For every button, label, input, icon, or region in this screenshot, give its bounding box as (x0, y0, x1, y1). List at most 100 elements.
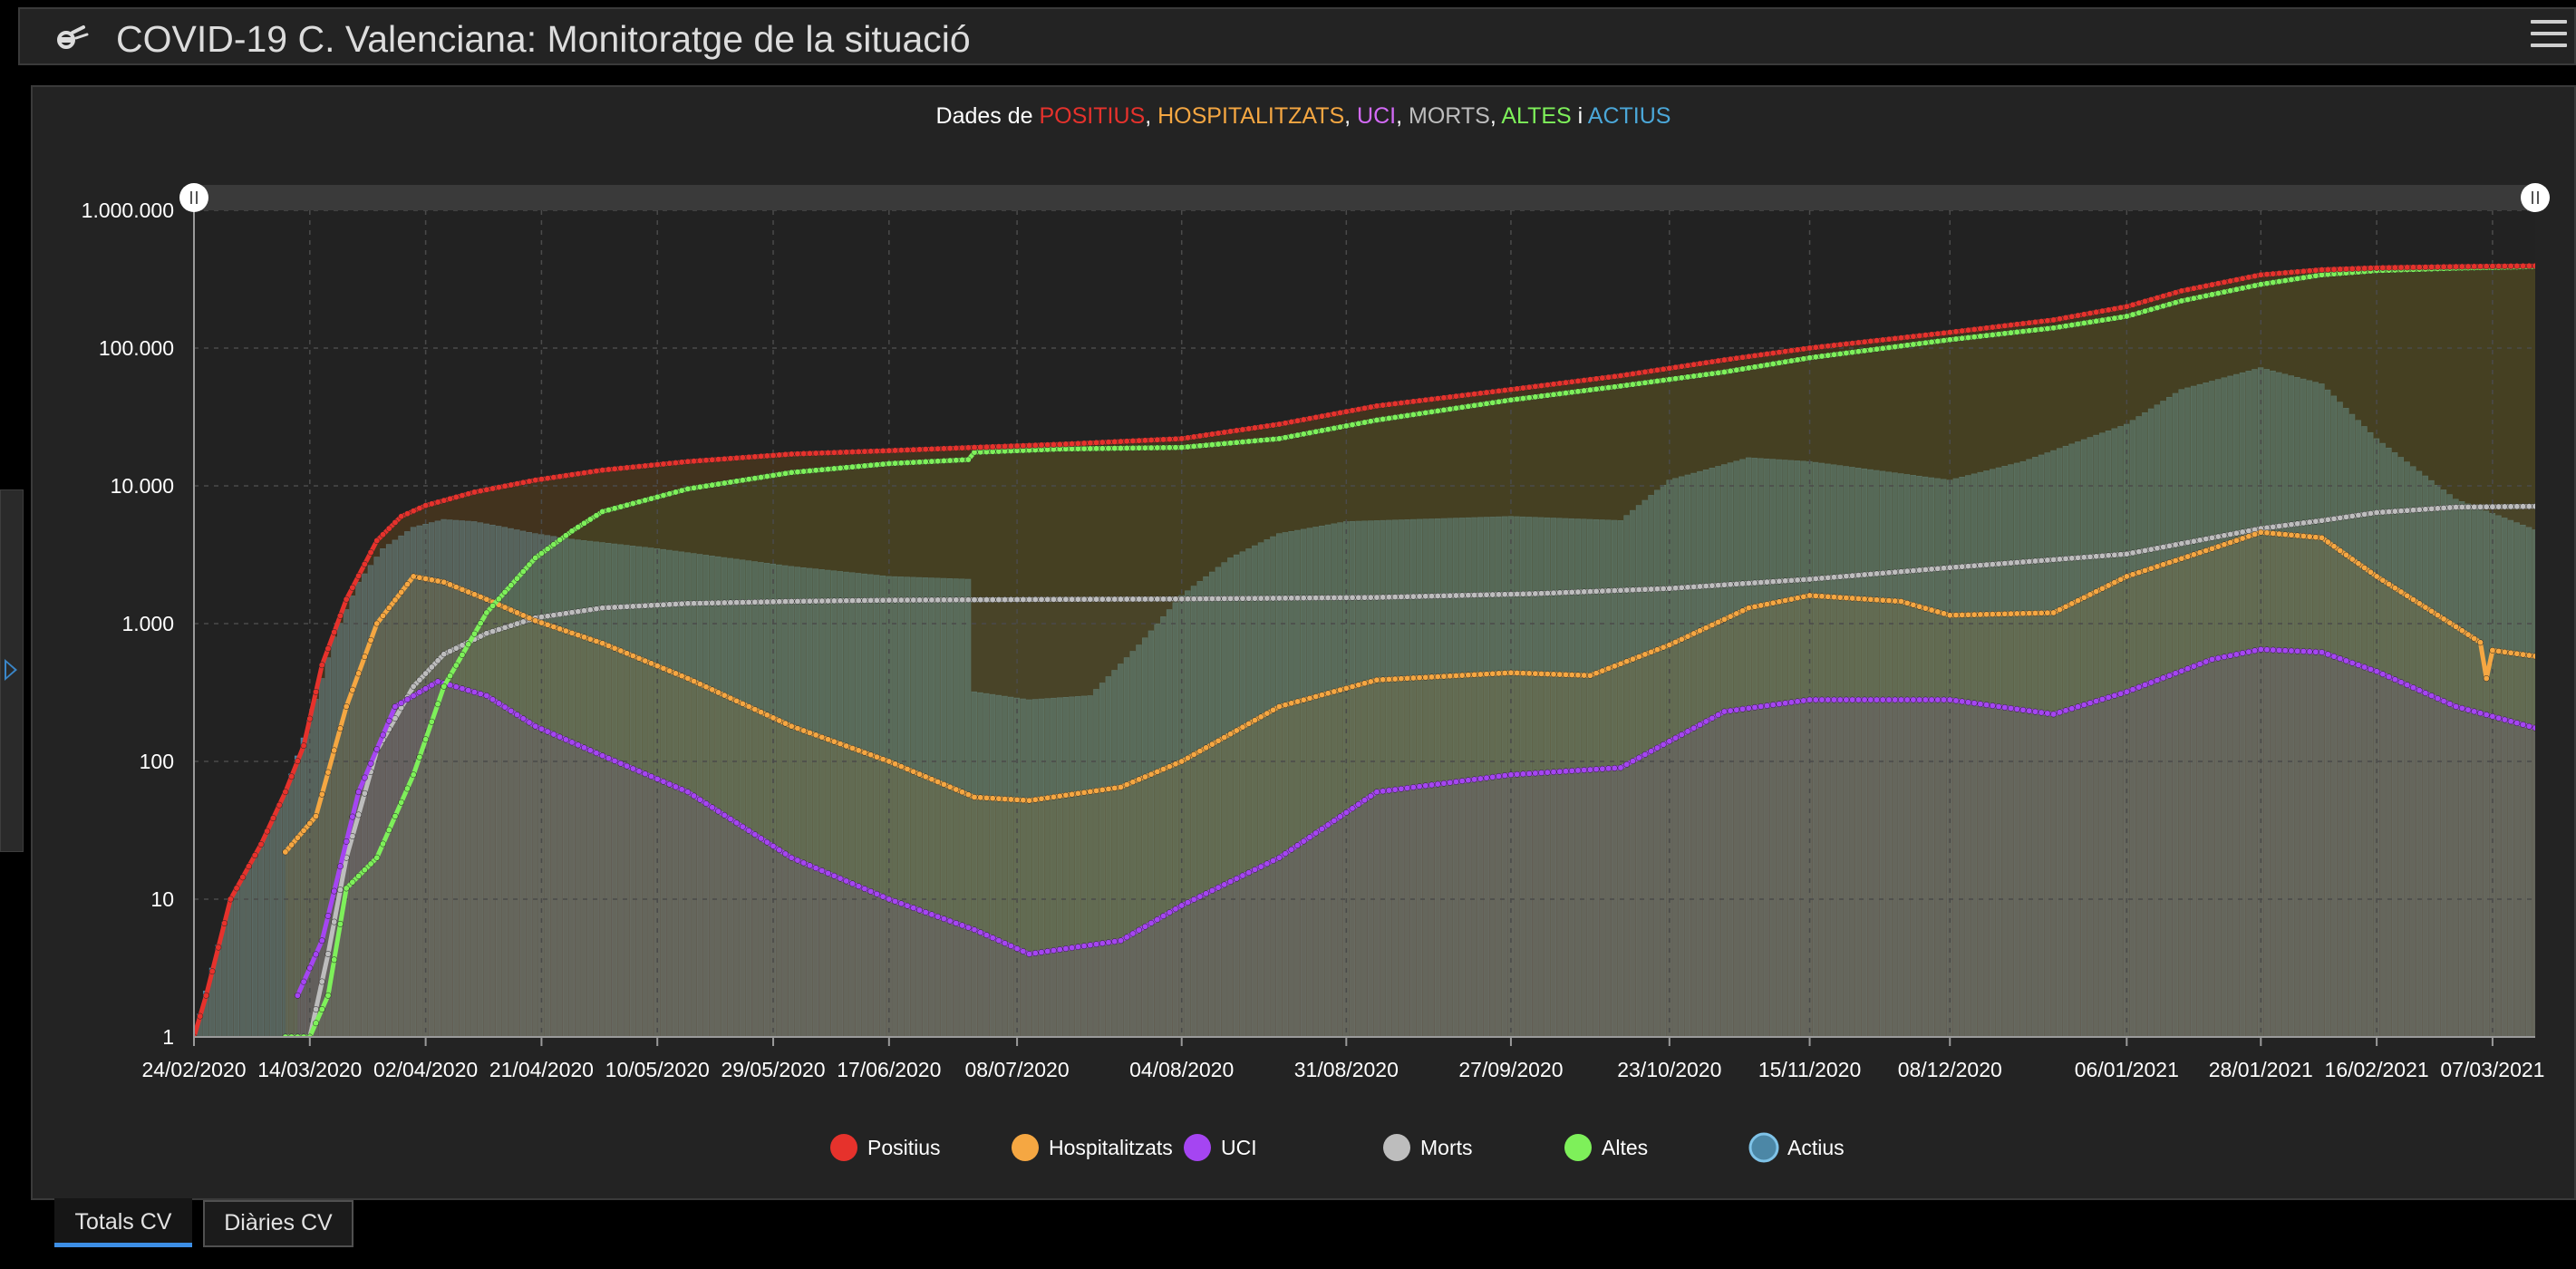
series-point-positius (1093, 439, 1099, 446)
actius-bar (392, 539, 398, 1037)
series-point-morts (1062, 596, 1070, 603)
series-point-uci (2196, 661, 2203, 668)
series-point-morts (1251, 595, 1258, 602)
series-point-positius (1818, 344, 1825, 350)
series-point-altes (1720, 368, 1728, 375)
legend-swatch-morts[interactable] (1383, 1134, 1410, 1161)
series-point-uci (867, 887, 875, 895)
series-point-morts (1715, 582, 1722, 589)
tab-diaries-cv[interactable]: Diàries CV (203, 1200, 353, 1247)
series-point-altes (1874, 345, 1880, 353)
hamburger-menu-icon[interactable] (2531, 20, 2567, 54)
side-panel-toggle[interactable] (0, 489, 24, 852)
series-point-altes (1105, 445, 1112, 452)
legend-swatch-altes[interactable] (1564, 1134, 1592, 1161)
series-point-morts (897, 596, 905, 604)
series-point-uci (459, 685, 466, 693)
legend-swatch-hospitalitzats[interactable] (1012, 1134, 1039, 1161)
series-point-positius (971, 444, 978, 451)
series-point-altes (776, 470, 783, 478)
series-point-hospitalitzats (1477, 671, 1484, 678)
series-point-hospitalitzats (1885, 597, 1893, 605)
legend-label-uci[interactable]: UCI (1221, 1136, 1257, 1159)
series-point-altes (648, 495, 654, 502)
series-point-hospitalitzats (1556, 671, 1564, 678)
series-point-hospitalitzats (2111, 579, 2118, 586)
series-point-uci (2276, 646, 2282, 654)
series-point-hospitalitzats (1409, 674, 1417, 682)
series-point-morts (1031, 596, 1039, 603)
series-point-altes (758, 474, 765, 481)
series-point-positius (562, 472, 569, 480)
actius-bar (709, 556, 715, 1037)
actius-bar (2446, 494, 2453, 1037)
legend-swatch-positius[interactable] (830, 1134, 857, 1161)
range-slider-right-handle[interactable] (2521, 183, 2550, 212)
series-point-uci (1294, 842, 1301, 849)
series-point-positius (2373, 265, 2380, 271)
legend-label-morts[interactable]: Morts (1420, 1136, 1473, 1159)
tab-totals-cv[interactable]: Totals CV (54, 1198, 192, 1247)
series-point-uci (1581, 767, 1588, 773)
actius-bar (452, 519, 460, 1037)
series-point-morts (886, 596, 893, 604)
series-point-morts (1440, 592, 1448, 599)
series-point-uci (1208, 887, 1215, 894)
actius-bar (1245, 548, 1252, 1037)
actius-bar (830, 570, 838, 1037)
legend-swatch-actius[interactable] (1748, 1132, 1779, 1163)
series-point-morts (611, 604, 618, 611)
series-point-hospitalitzats (1764, 601, 1770, 608)
series-point-altes (1373, 417, 1380, 423)
series-point-positius (361, 560, 368, 567)
series-point-altes (403, 785, 411, 792)
legend-label-altes[interactable]: Altes (1602, 1136, 1648, 1159)
series-point-positius (727, 455, 734, 462)
series-point-altes (605, 507, 612, 514)
x-axis: 24/02/2020 14/03/2020 02/04/2020 21/04/2020… (141, 1036, 2544, 1081)
series-point-positius (1483, 389, 1490, 396)
series-point-morts (1532, 590, 1539, 597)
series-point-altes (1203, 441, 1210, 449)
series-point-hospitalitzats (843, 742, 850, 750)
series-point-hospitalitzats (367, 636, 374, 644)
series-point-altes (1830, 351, 1837, 358)
series-point-positius (1720, 356, 1728, 363)
series-point-hospitalitzats (1239, 723, 1246, 731)
series-point-uci (1312, 829, 1320, 837)
legend-swatch-uci[interactable] (1184, 1134, 1211, 1161)
range-slider[interactable] (179, 183, 2550, 212)
series-point-hospitalitzats (2245, 533, 2252, 540)
series-point-positius (422, 502, 430, 509)
series-point-hospitalitzats (1660, 644, 1667, 651)
actius-bar (2013, 462, 2020, 1037)
series-point-uci (611, 757, 618, 764)
series-point-morts (1282, 595, 1289, 602)
series-point-positius (1758, 352, 1765, 358)
actius-bar (1111, 670, 1118, 1037)
series-point-morts (1586, 588, 1593, 596)
range-slider-track[interactable] (194, 185, 2535, 210)
series-point-altes (1514, 395, 1521, 402)
series-point-positius (1563, 379, 1569, 386)
series-point-uci (2154, 676, 2161, 683)
series-point-altes (1818, 353, 1825, 360)
actius-bar (2135, 416, 2142, 1037)
legend-label-hospitalitzats[interactable]: Hospitalitzats (1049, 1136, 1173, 1159)
series-point-positius (1184, 434, 1191, 441)
range-slider-left-handle[interactable] (179, 183, 208, 212)
actius-bar (2160, 401, 2166, 1037)
series-point-hospitalitzats (1690, 630, 1698, 637)
series-point-hospitalitzats (1630, 655, 1636, 663)
series-point-morts (2367, 509, 2374, 517)
series-point-altes (1519, 395, 1526, 402)
series-point-altes (349, 878, 356, 886)
series-point-positius (1409, 398, 1417, 405)
series-point-positius (1166, 436, 1173, 443)
legend-label-actius[interactable]: Actius (1787, 1136, 1845, 1159)
actius-bar (1941, 479, 1947, 1037)
legend-label-positius[interactable]: Positius (867, 1136, 941, 1159)
series-point-altes (1544, 392, 1551, 399)
series-point-altes (892, 460, 899, 467)
series-point-positius (2221, 278, 2228, 286)
